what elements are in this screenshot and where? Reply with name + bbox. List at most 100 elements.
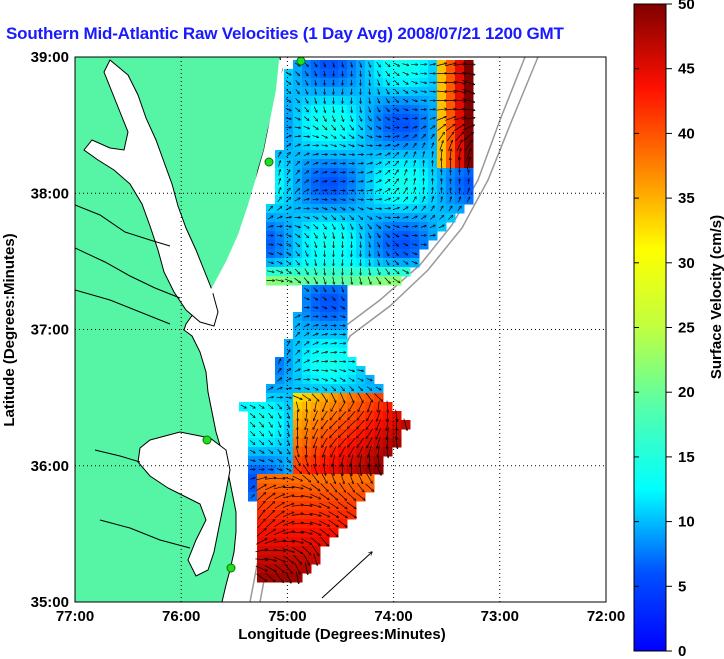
velocity-vector — [357, 145, 364, 147]
velocity-vector — [385, 116, 389, 120]
velocity-vector — [250, 430, 254, 436]
velocity-cell — [329, 438, 339, 448]
velocity-vector — [468, 188, 469, 194]
velocity-vector — [312, 162, 318, 165]
velocity-cell — [275, 204, 285, 214]
velocity-vector — [444, 100, 456, 101]
velocity-cell — [419, 204, 429, 214]
velocity-vector — [285, 242, 291, 246]
velocity-vector — [385, 259, 389, 265]
velocity-cell — [248, 492, 258, 502]
velocity-cell — [284, 357, 294, 367]
velocity-vector — [295, 98, 300, 102]
velocity-vector — [332, 286, 334, 292]
velocity-vector — [273, 550, 285, 551]
velocity-vector — [445, 124, 455, 132]
velocity-vector — [310, 537, 320, 546]
velocity-cell — [419, 132, 429, 142]
velocity-vector — [402, 127, 408, 128]
velocity-vector — [403, 243, 408, 245]
velocity-vector — [303, 217, 310, 219]
velocity-vector — [331, 124, 335, 130]
x-tick-label: 73:00 — [481, 608, 519, 625]
velocity-vector — [258, 412, 264, 418]
velocity-vector — [273, 540, 286, 543]
velocity-vector — [462, 80, 474, 84]
velocity-vector — [423, 152, 424, 158]
velocity-vector — [277, 430, 280, 437]
velocity-vector — [285, 397, 292, 398]
velocity-vector — [349, 223, 353, 229]
velocity-vector — [321, 172, 327, 173]
velocity-vector — [312, 190, 318, 191]
velocity-cell — [410, 132, 420, 142]
velocity-vector — [304, 241, 308, 247]
velocity-vector — [384, 208, 391, 209]
velocity-vector — [438, 225, 444, 229]
velocity-vector — [359, 463, 361, 475]
velocity-vector — [402, 217, 408, 218]
velocity-vector — [303, 387, 310, 390]
velocity-vector — [330, 343, 336, 344]
velocity-vector — [313, 232, 317, 238]
velocity-cell — [284, 150, 294, 160]
velocity-vector — [365, 483, 373, 492]
velocity-vector — [313, 296, 317, 300]
velocity-vector — [365, 392, 373, 402]
velocity-vector — [342, 250, 343, 256]
velocity-vector — [300, 530, 312, 534]
velocity-vector — [357, 410, 365, 420]
velocity-vector — [295, 332, 300, 337]
x-tick-label: 75:00 — [268, 608, 306, 625]
velocity-vector — [453, 117, 466, 121]
velocity-vector — [258, 460, 264, 462]
velocity-vector — [375, 136, 381, 137]
x-axis-label: Longitude (Degrees:Minutes) — [238, 626, 446, 643]
velocity-vector — [369, 88, 370, 95]
velocity-vector — [453, 89, 466, 93]
velocity-vector — [376, 224, 380, 229]
velocity-vector — [276, 388, 282, 390]
velocity-vector — [295, 88, 300, 94]
velocity-vector — [268, 430, 272, 436]
velocity-vector — [305, 428, 309, 438]
velocity-vector — [266, 502, 274, 510]
velocity-vector — [330, 420, 338, 428]
velocity-vector — [278, 359, 280, 365]
velocity-vector — [402, 80, 408, 84]
velocity-vector — [292, 395, 302, 400]
velocity-vector — [393, 198, 399, 202]
velocity-vector — [357, 370, 364, 371]
velocity-cell — [410, 204, 420, 214]
velocity-vector — [285, 217, 292, 218]
velocity-vector — [450, 170, 451, 176]
velocity-vector — [257, 501, 265, 511]
velocity-vector — [294, 208, 301, 209]
velocity-vector — [339, 343, 345, 344]
velocity-vector — [384, 217, 391, 218]
velocity-cell — [392, 186, 402, 196]
velocity-vector — [328, 519, 339, 527]
velocity-vector — [304, 232, 308, 238]
velocity-vector — [393, 268, 399, 274]
velocity-vector — [369, 268, 370, 275]
velocity-vector — [351, 88, 352, 95]
velocity-vector — [295, 189, 299, 193]
velocity-vector — [341, 286, 343, 292]
velocity-vector — [367, 276, 371, 284]
velocity-vector — [303, 297, 309, 300]
velocity-vector — [315, 454, 316, 467]
velocity-vector — [303, 370, 310, 371]
velocity-vector — [286, 350, 290, 356]
velocity-cell — [320, 420, 330, 430]
velocity-vector — [359, 232, 362, 239]
velocity-vector — [377, 454, 380, 467]
velocity-vector — [340, 473, 344, 483]
velocity-vector — [366, 172, 373, 174]
velocity-cell — [293, 348, 303, 358]
velocity-vector — [394, 233, 398, 237]
velocity-vector — [367, 61, 371, 67]
velocity-vector — [357, 428, 365, 438]
grid-lines — [75, 57, 606, 602]
velocity-vector — [276, 269, 282, 273]
